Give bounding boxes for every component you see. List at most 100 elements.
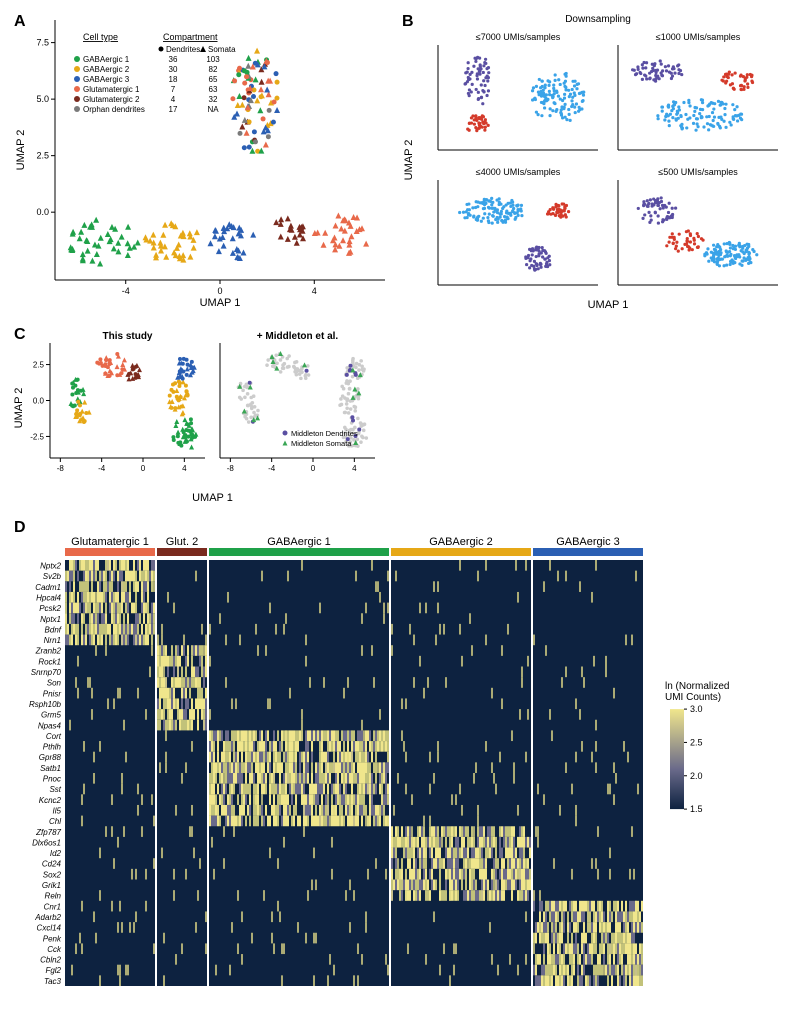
svg-text:Reln: Reln (45, 892, 62, 901)
svg-text:Grik1: Grik1 (42, 881, 61, 890)
svg-text:A: A (14, 13, 26, 30)
svg-text:Cd24: Cd24 (42, 860, 62, 869)
svg-text:GABAergic 1: GABAergic 1 (83, 55, 130, 64)
svg-text:Cxcl14: Cxcl14 (37, 924, 62, 933)
svg-text:82: 82 (209, 65, 218, 74)
panel-b: BDownsampling≤7000 UMIs/samples≤1000 UMI… (398, 10, 778, 315)
svg-text:Kcnc2: Kcnc2 (39, 796, 62, 805)
svg-text:UMI Counts): UMI Counts) (665, 692, 721, 703)
svg-text:Adarb2: Adarb2 (34, 913, 61, 922)
svg-text:36: 36 (169, 55, 178, 64)
svg-text:Zfp787: Zfp787 (35, 828, 61, 837)
svg-text:0: 0 (141, 464, 146, 473)
svg-text:UMAP 1: UMAP 1 (588, 299, 629, 310)
svg-text:Penk: Penk (43, 934, 62, 943)
svg-text:32: 32 (209, 95, 218, 104)
svg-text:Sox2: Sox2 (43, 870, 62, 879)
svg-text:GABAergic 3: GABAergic 3 (83, 75, 130, 84)
svg-text:-4: -4 (122, 286, 130, 296)
svg-text:Glut. 2: Glut. 2 (166, 536, 198, 548)
panel-a: A-4040.02.55.07.5UMAP 1UMAP 2Cell typeCo… (10, 10, 390, 315)
svg-text:Zranb2: Zranb2 (35, 647, 62, 656)
svg-text:≤500 UMIs/samples: ≤500 UMIs/samples (658, 167, 738, 177)
svg-text:5.0: 5.0 (36, 94, 49, 104)
svg-text:GABAergic 1: GABAergic 1 (267, 536, 331, 548)
svg-text:-4: -4 (268, 464, 276, 473)
svg-text:Pcsk2: Pcsk2 (39, 604, 61, 613)
svg-text:Il5: Il5 (53, 806, 62, 815)
svg-text:D: D (14, 519, 26, 536)
panel-b-svg: BDownsampling≤7000 UMIs/samples≤1000 UMI… (398, 10, 778, 310)
svg-text:Glutamatergic 1: Glutamatergic 1 (71, 536, 149, 548)
svg-text:17: 17 (169, 105, 178, 114)
svg-text:18: 18 (169, 75, 178, 84)
svg-text:UMAP 2: UMAP 2 (15, 130, 27, 171)
svg-text:Cell type: Cell type (83, 32, 118, 42)
svg-text:103: 103 (206, 55, 220, 64)
svg-text:B: B (402, 13, 414, 30)
svg-text:UMAP 1: UMAP 1 (192, 492, 233, 503)
svg-text:Tac3: Tac3 (44, 977, 62, 986)
svg-text:Hpcal4: Hpcal4 (36, 593, 61, 602)
svg-text:Pnoc: Pnoc (43, 775, 61, 784)
svg-text:Sv2b: Sv2b (43, 572, 62, 581)
svg-text:Cck: Cck (47, 945, 62, 954)
svg-text:Nrn1: Nrn1 (44, 636, 61, 645)
svg-text:2.0: 2.0 (690, 771, 703, 781)
svg-text:Nptx2: Nptx2 (40, 562, 61, 571)
svg-text:4: 4 (182, 464, 187, 473)
svg-text:0.0: 0.0 (36, 207, 49, 217)
panel-a-svg: A-4040.02.55.07.5UMAP 1UMAP 2Cell typeCo… (10, 10, 390, 310)
svg-text:Compartment: Compartment (163, 32, 218, 42)
svg-text:Cort: Cort (46, 732, 62, 741)
svg-text:30: 30 (169, 65, 178, 74)
svg-text:-4: -4 (98, 464, 106, 473)
svg-text:≤4000 UMIs/samples: ≤4000 UMIs/samples (476, 167, 561, 177)
panel-d: D Glutamatergic 1 Glut. 2 GABAergic 1 GABAer… (10, 516, 778, 1001)
svg-text:+ Middleton et al.: + Middleton et al. (257, 331, 339, 342)
svg-text:Somata: Somata (208, 45, 236, 54)
svg-text:4: 4 (171, 95, 176, 104)
svg-text:65: 65 (209, 75, 218, 84)
svg-text:GABAergic 3: GABAergic 3 (556, 536, 620, 548)
svg-text:7: 7 (171, 85, 176, 94)
svg-text:2.5: 2.5 (690, 737, 703, 747)
svg-text:Satb1: Satb1 (40, 764, 61, 773)
svg-text:Pthlh: Pthlh (43, 743, 62, 752)
svg-text:GABAergic 2: GABAergic 2 (83, 65, 130, 74)
panel-c-svg: CThis study-8-404-2.50.02.5+ Middleton e… (10, 323, 390, 503)
svg-text:Orphan dendrites: Orphan dendrites (83, 105, 145, 114)
svg-text:UMAP 2: UMAP 2 (13, 388, 25, 429)
svg-text:63: 63 (209, 85, 218, 94)
svg-text:Sst: Sst (49, 785, 61, 794)
svg-text:Fgl2: Fgl2 (45, 966, 61, 975)
svg-text:ln (Normalized: ln (Normalized (665, 681, 729, 692)
svg-text:3.0: 3.0 (690, 704, 703, 714)
svg-text:UMAP 1: UMAP 1 (200, 297, 241, 309)
svg-text:2.5: 2.5 (36, 151, 49, 161)
svg-text:C: C (14, 326, 26, 343)
svg-text:GABAergic 2: GABAergic 2 (429, 536, 493, 548)
svg-text:Grm5: Grm5 (41, 711, 62, 720)
svg-text:Cnr1: Cnr1 (44, 902, 61, 911)
svg-text:Rsph10b: Rsph10b (29, 700, 62, 709)
svg-text:≤7000 UMIs/samples: ≤7000 UMIs/samples (476, 32, 561, 42)
svg-text:0: 0 (217, 286, 222, 296)
svg-text:Cbln2: Cbln2 (40, 956, 61, 965)
svg-text:Middleton Dendrites: Middleton Dendrites (291, 429, 358, 438)
svg-text:4: 4 (312, 286, 317, 296)
svg-text:0.0: 0.0 (33, 397, 45, 406)
svg-text:Middleton Somata: Middleton Somata (291, 439, 352, 448)
svg-text:Npas4: Npas4 (38, 721, 62, 730)
svg-text:-2.5: -2.5 (30, 432, 44, 441)
svg-text:-8: -8 (57, 464, 65, 473)
svg-text:Gpr88: Gpr88 (39, 753, 62, 762)
svg-text:UMAP 2: UMAP 2 (403, 140, 415, 181)
panel-c: CThis study-8-404-2.50.02.5+ Middleton e… (10, 323, 390, 508)
spacer (398, 323, 778, 508)
svg-text:4: 4 (352, 464, 357, 473)
svg-text:Id2: Id2 (50, 849, 62, 858)
panel-d-svg: D Glutamatergic 1 Glut. 2 GABAergic 1 GABAer… (10, 516, 776, 996)
figure-container: A-4040.02.55.07.5UMAP 1UMAP 2Cell typeCo… (10, 10, 776, 1001)
svg-text:Dlx6os1: Dlx6os1 (32, 838, 61, 847)
